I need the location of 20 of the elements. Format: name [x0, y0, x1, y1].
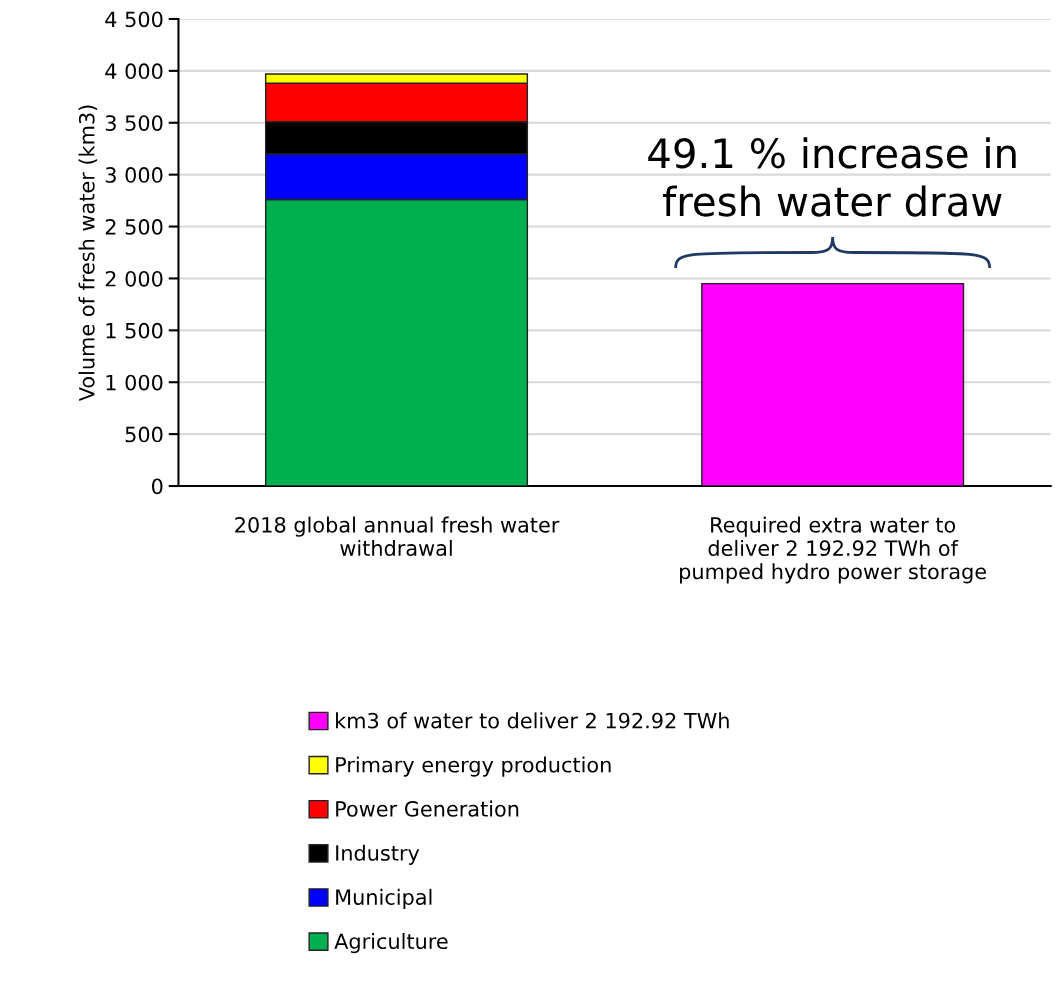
legend-label: Industry [336, 844, 420, 865]
y-tick-label: 2 500 [105, 219, 163, 235]
legend-label: km3 of water to deliver 2 192.92 TWh [336, 712, 729, 729]
y-tick-label: 3 500 [105, 115, 163, 131]
legend-label: Municipal [336, 888, 432, 910]
y-tick-label: 0 [152, 478, 163, 495]
y-tick-label: 500 [125, 426, 163, 443]
y-tick-label: 3 000 [105, 167, 163, 183]
x-tick-label: 2018 global annual fresh water withdrawal [235, 516, 560, 557]
x-tick-label: Required extra water to deliver 2 192.92 TWh of pumped hydro power storage [680, 516, 987, 584]
y-axis-title: Volume of fresh water (km3) [78, 105, 98, 402]
legend-label: Agriculture [334, 932, 448, 954]
y-tick-label: 1 000 [106, 374, 163, 391]
annotation: 49.1 % increase in fresh water draw [648, 137, 1016, 217]
y-tick-label: 4 000 [105, 63, 163, 80]
legend-label: Primary energy production [336, 756, 611, 777]
y-tick-label: 1 500 [106, 322, 163, 339]
y-tick-label: 4 500 [105, 11, 163, 28]
y-tick-label: 2 000 [105, 270, 163, 287]
legend-label: Power Generation [336, 800, 519, 817]
